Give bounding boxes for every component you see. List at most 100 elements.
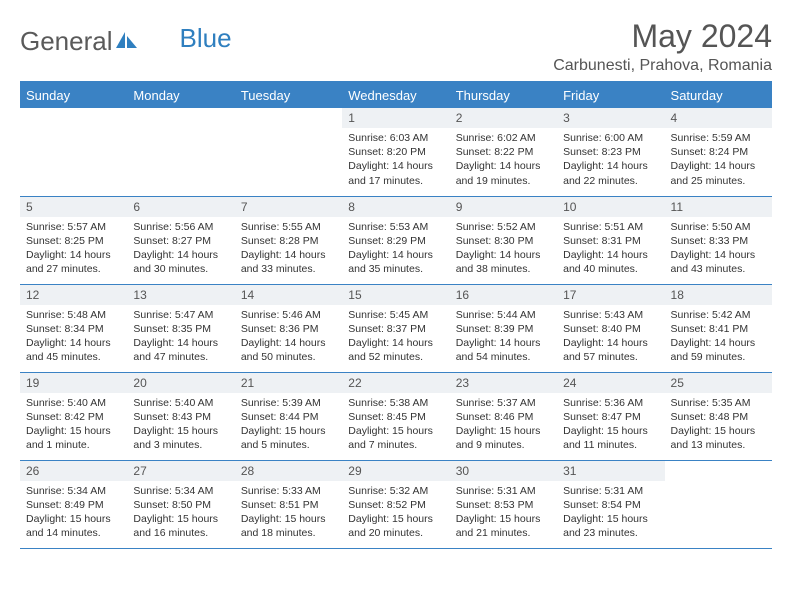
calendar-day-cell: 8Sunrise: 5:53 AMSunset: 8:29 PMDaylight… — [342, 196, 449, 284]
day-number: 9 — [450, 197, 557, 217]
sunrise-line: Sunrise: 5:53 AM — [348, 220, 443, 234]
sunrise-line: Sunrise: 5:42 AM — [671, 308, 766, 322]
sunset-line: Sunset: 8:50 PM — [133, 498, 228, 512]
calendar-day-cell — [665, 460, 772, 548]
calendar-week-row: 19Sunrise: 5:40 AMSunset: 8:42 PMDayligh… — [20, 372, 772, 460]
day-number: 15 — [342, 285, 449, 305]
calendar-week-row: 1Sunrise: 6:03 AMSunset: 8:20 PMDaylight… — [20, 108, 772, 196]
sunrise-line: Sunrise: 5:39 AM — [241, 396, 336, 410]
daylight-line1: Daylight: 15 hours — [456, 512, 551, 526]
daylight-line1: Daylight: 15 hours — [563, 424, 658, 438]
daylight-line1: Daylight: 14 hours — [671, 248, 766, 262]
sunrise-line: Sunrise: 5:38 AM — [348, 396, 443, 410]
header: General Blue May 2024 Carbunesti, Prahov… — [20, 18, 772, 75]
weekday-header: Friday — [557, 82, 664, 108]
day-data: Sunrise: 5:42 AMSunset: 8:41 PMDaylight:… — [665, 305, 772, 369]
daylight-line2: and 21 minutes. — [456, 526, 551, 540]
sunset-line: Sunset: 8:36 PM — [241, 322, 336, 336]
calendar-day-cell: 23Sunrise: 5:37 AMSunset: 8:46 PMDayligh… — [450, 372, 557, 460]
sunset-line: Sunset: 8:51 PM — [241, 498, 336, 512]
daylight-line1: Daylight: 14 hours — [348, 248, 443, 262]
sunset-line: Sunset: 8:22 PM — [456, 145, 551, 159]
day-data: Sunrise: 5:48 AMSunset: 8:34 PMDaylight:… — [20, 305, 127, 369]
day-data: Sunrise: 5:40 AMSunset: 8:43 PMDaylight:… — [127, 393, 234, 457]
logo-text-general: General — [20, 26, 113, 57]
day-data: Sunrise: 5:38 AMSunset: 8:45 PMDaylight:… — [342, 393, 449, 457]
daylight-line1: Daylight: 15 hours — [671, 424, 766, 438]
calendar-day-cell: 1Sunrise: 6:03 AMSunset: 8:20 PMDaylight… — [342, 108, 449, 196]
calendar-day-cell: 21Sunrise: 5:39 AMSunset: 8:44 PMDayligh… — [235, 372, 342, 460]
sunrise-line: Sunrise: 5:57 AM — [26, 220, 121, 234]
calendar-day-cell: 5Sunrise: 5:57 AMSunset: 8:25 PMDaylight… — [20, 196, 127, 284]
sunrise-line: Sunrise: 5:52 AM — [456, 220, 551, 234]
daylight-line2: and 23 minutes. — [563, 526, 658, 540]
location: Carbunesti, Prahova, Romania — [553, 57, 772, 75]
day-data: Sunrise: 5:43 AMSunset: 8:40 PMDaylight:… — [557, 305, 664, 369]
day-data: Sunrise: 5:46 AMSunset: 8:36 PMDaylight:… — [235, 305, 342, 369]
daylight-line1: Daylight: 14 hours — [563, 336, 658, 350]
day-number: 12 — [20, 285, 127, 305]
day-data: Sunrise: 5:40 AMSunset: 8:42 PMDaylight:… — [20, 393, 127, 457]
day-number — [235, 108, 342, 128]
day-data: Sunrise: 5:32 AMSunset: 8:52 PMDaylight:… — [342, 481, 449, 545]
calendar-day-cell: 6Sunrise: 5:56 AMSunset: 8:27 PMDaylight… — [127, 196, 234, 284]
daylight-line2: and 50 minutes. — [241, 350, 336, 364]
daylight-line1: Daylight: 14 hours — [348, 159, 443, 173]
day-data: Sunrise: 5:53 AMSunset: 8:29 PMDaylight:… — [342, 217, 449, 281]
sunset-line: Sunset: 8:43 PM — [133, 410, 228, 424]
sunrise-line: Sunrise: 6:02 AM — [456, 131, 551, 145]
sunset-line: Sunset: 8:39 PM — [456, 322, 551, 336]
day-data — [127, 128, 234, 135]
calendar-day-cell: 29Sunrise: 5:32 AMSunset: 8:52 PMDayligh… — [342, 460, 449, 548]
calendar-day-cell: 24Sunrise: 5:36 AMSunset: 8:47 PMDayligh… — [557, 372, 664, 460]
sunset-line: Sunset: 8:53 PM — [456, 498, 551, 512]
day-number: 28 — [235, 461, 342, 481]
sunrise-line: Sunrise: 5:31 AM — [563, 484, 658, 498]
daylight-line2: and 22 minutes. — [563, 174, 658, 188]
sunset-line: Sunset: 8:48 PM — [671, 410, 766, 424]
calendar-day-cell: 25Sunrise: 5:35 AMSunset: 8:48 PMDayligh… — [665, 372, 772, 460]
day-number: 6 — [127, 197, 234, 217]
sunset-line: Sunset: 8:37 PM — [348, 322, 443, 336]
calendar-day-cell: 26Sunrise: 5:34 AMSunset: 8:49 PMDayligh… — [20, 460, 127, 548]
day-number: 27 — [127, 461, 234, 481]
day-number — [665, 461, 772, 481]
sunrise-line: Sunrise: 5:34 AM — [133, 484, 228, 498]
day-number: 26 — [20, 461, 127, 481]
daylight-line1: Daylight: 15 hours — [348, 512, 443, 526]
calendar-table: Sunday Monday Tuesday Wednesday Thursday… — [20, 81, 772, 549]
day-number: 21 — [235, 373, 342, 393]
weekday-header: Monday — [127, 82, 234, 108]
sunrise-line: Sunrise: 5:40 AM — [133, 396, 228, 410]
sunrise-line: Sunrise: 5:46 AM — [241, 308, 336, 322]
sunrise-line: Sunrise: 5:44 AM — [456, 308, 551, 322]
sunset-line: Sunset: 8:52 PM — [348, 498, 443, 512]
calendar-day-cell: 16Sunrise: 5:44 AMSunset: 8:39 PMDayligh… — [450, 284, 557, 372]
daylight-line1: Daylight: 14 hours — [26, 248, 121, 262]
day-number: 29 — [342, 461, 449, 481]
day-data: Sunrise: 5:47 AMSunset: 8:35 PMDaylight:… — [127, 305, 234, 369]
day-number — [20, 108, 127, 128]
daylight-line1: Daylight: 14 hours — [133, 336, 228, 350]
day-number: 20 — [127, 373, 234, 393]
calendar-day-cell: 22Sunrise: 5:38 AMSunset: 8:45 PMDayligh… — [342, 372, 449, 460]
weekday-header: Saturday — [665, 82, 772, 108]
calendar-day-cell: 31Sunrise: 5:31 AMSunset: 8:54 PMDayligh… — [557, 460, 664, 548]
day-data: Sunrise: 6:02 AMSunset: 8:22 PMDaylight:… — [450, 128, 557, 192]
weekday-header: Thursday — [450, 82, 557, 108]
calendar-day-cell — [235, 108, 342, 196]
day-data: Sunrise: 5:37 AMSunset: 8:46 PMDaylight:… — [450, 393, 557, 457]
daylight-line2: and 40 minutes. — [563, 262, 658, 276]
day-data: Sunrise: 5:44 AMSunset: 8:39 PMDaylight:… — [450, 305, 557, 369]
day-number: 17 — [557, 285, 664, 305]
daylight-line2: and 52 minutes. — [348, 350, 443, 364]
calendar-day-cell: 13Sunrise: 5:47 AMSunset: 8:35 PMDayligh… — [127, 284, 234, 372]
daylight-line2: and 20 minutes. — [348, 526, 443, 540]
sunrise-line: Sunrise: 5:56 AM — [133, 220, 228, 234]
daylight-line2: and 45 minutes. — [26, 350, 121, 364]
calendar-day-cell: 15Sunrise: 5:45 AMSunset: 8:37 PMDayligh… — [342, 284, 449, 372]
calendar-day-cell: 11Sunrise: 5:50 AMSunset: 8:33 PMDayligh… — [665, 196, 772, 284]
daylight-line2: and 35 minutes. — [348, 262, 443, 276]
calendar-day-cell: 12Sunrise: 5:48 AMSunset: 8:34 PMDayligh… — [20, 284, 127, 372]
daylight-line1: Daylight: 15 hours — [26, 512, 121, 526]
